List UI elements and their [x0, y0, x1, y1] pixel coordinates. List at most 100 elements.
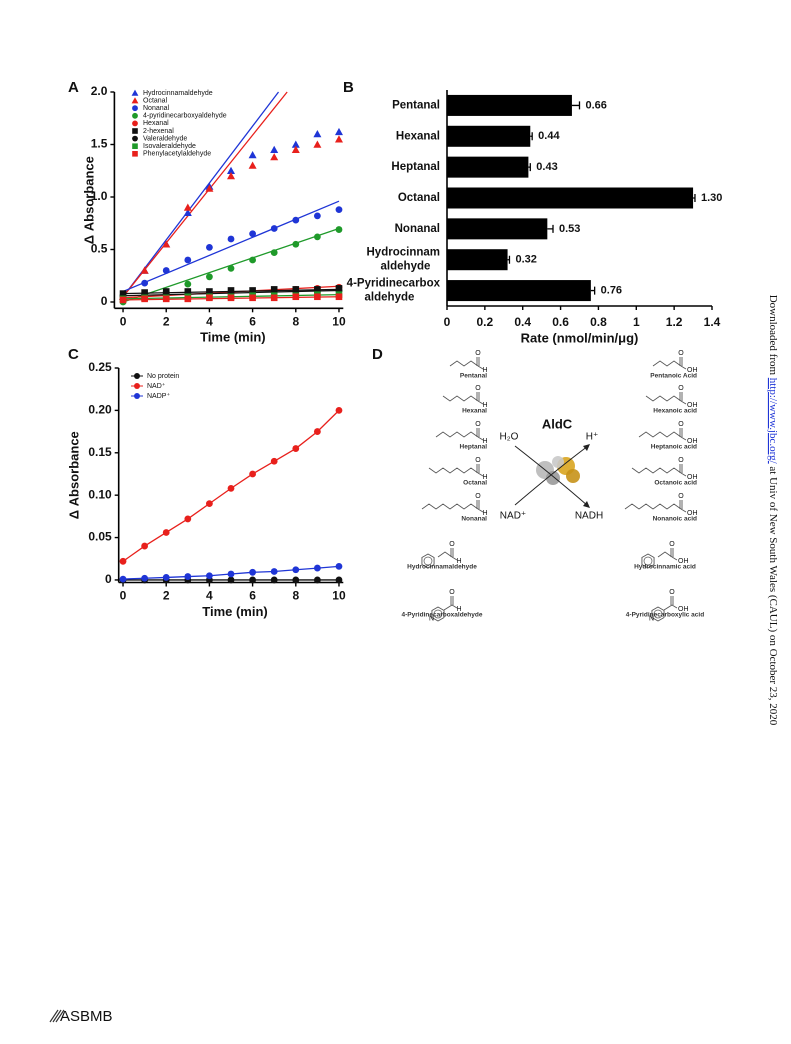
marker-circle [335, 562, 343, 570]
error-bar [507, 255, 511, 264]
marker-circle [162, 267, 170, 274]
y-tick-label: 2.0 [91, 84, 108, 98]
category-label: Nonanal [395, 223, 440, 235]
download-note: Downloaded from http://www.jbc.org/ at U… [767, 295, 779, 726]
category-label: Heptanal [391, 161, 440, 173]
marker-circle [141, 542, 149, 550]
atom-label: N [429, 615, 434, 622]
marker-circle [132, 120, 138, 127]
atom-label: O [669, 541, 675, 548]
marker-circle [313, 212, 321, 220]
x-tick-label: 0.2 [477, 315, 494, 329]
product-label: Hexanoic acid [653, 408, 697, 415]
bond [437, 551, 453, 558]
marker-circle [206, 273, 213, 281]
marker-circle [292, 216, 300, 224]
marker-square [292, 293, 300, 301]
x-tick-label: 10 [332, 589, 346, 603]
enzyme-structure [566, 469, 580, 483]
atom-label: O [475, 385, 481, 392]
x-axis-label: Time (min) [202, 604, 268, 619]
marker-circle [162, 574, 170, 581]
panel-d: D OHPentanalOHHexanalOHHeptanalOHOctanalO… [372, 346, 704, 622]
x-tick-label: 0 [444, 315, 451, 329]
bond [477, 365, 484, 370]
marker-triangle [140, 266, 149, 274]
atom-label: O [475, 493, 481, 500]
atom-label: OH [687, 438, 698, 445]
marker-triangle [131, 89, 139, 96]
reaction-arrow [514, 445, 589, 507]
x-tick-label: 4 [206, 589, 213, 603]
legend-label: Octanal [143, 97, 168, 104]
value-label: 0.43 [536, 161, 557, 173]
marker-circle [270, 568, 278, 575]
marker-circle [141, 574, 149, 582]
category-label: Pentanal [392, 99, 440, 111]
marker-triangle [227, 172, 236, 180]
x-tick-label: 6 [249, 589, 256, 603]
bar [447, 94, 572, 116]
reaction-arrow [514, 445, 589, 506]
marker-circle [206, 244, 213, 251]
substrate-label: Hydrocinnamaldehyde [407, 564, 477, 571]
bond [680, 508, 687, 513]
bond [443, 604, 453, 611]
aromatic-ring [643, 556, 653, 566]
atom-label: OH [687, 474, 698, 481]
marker-circle [227, 576, 235, 584]
download-link[interactable]: http://www.jbc.org/ [767, 378, 779, 465]
marker-triangle [291, 140, 300, 148]
marker-triangle [183, 203, 192, 211]
marker-circle [270, 457, 278, 465]
legend-label: Isovaleraldehyde [143, 143, 196, 150]
panel-label: C [68, 346, 79, 363]
error-bar [590, 286, 596, 295]
product-label: Nonanoic acid [653, 516, 697, 523]
marker-square [249, 294, 256, 302]
bond [477, 400, 484, 405]
bond [680, 472, 687, 477]
atom-label: O [449, 589, 455, 596]
marker-triangle [162, 240, 171, 248]
marker-circle [335, 406, 343, 414]
legend-label: 4-pyridinecarboxyaldehyde [143, 113, 227, 120]
arrow-head [583, 501, 590, 508]
marker-circle [249, 576, 256, 584]
legend-label: Valeraldehyde [143, 135, 187, 142]
substrate-label: Octanal [463, 480, 487, 487]
substrate-label: 4-Pyridinecarboxaldehyde [402, 612, 483, 619]
enzyme-label: AldC [542, 416, 573, 431]
atom-label: O [678, 350, 684, 357]
bond [477, 508, 484, 513]
atom-label: H [482, 402, 487, 409]
value-label: 0.53 [559, 223, 580, 235]
aromatic-ring [423, 556, 433, 566]
marker-triangle [334, 135, 343, 143]
y-tick-label: 0.5 [91, 242, 108, 256]
y-tick-label: 1.5 [91, 137, 108, 151]
reactant-label: H₂O [500, 432, 519, 443]
atom-label: OH [687, 367, 698, 374]
atom-label: O [475, 350, 481, 357]
marker-circle [132, 105, 138, 112]
arrow-head [583, 444, 590, 451]
atom-label: O [678, 385, 684, 392]
fit-line [122, 200, 340, 293]
bond [435, 431, 479, 438]
x-axis-label: Time (min) [200, 330, 266, 345]
category-label: Hexanal [396, 130, 440, 142]
atom-label: OH [687, 510, 698, 517]
atom-label: H [456, 558, 461, 565]
marker-triangle [313, 130, 322, 138]
marker-circle [184, 280, 192, 288]
enzyme-structure [546, 471, 560, 485]
bar [447, 218, 548, 240]
marker-circle [119, 575, 127, 583]
bond [671, 556, 678, 561]
category-label: 4-Pyridinecarbox aldehyde [347, 278, 441, 304]
x-tick-label: 0 [120, 314, 127, 328]
aromatic-ring [653, 609, 663, 619]
x-tick-label: 1.2 [666, 315, 683, 329]
